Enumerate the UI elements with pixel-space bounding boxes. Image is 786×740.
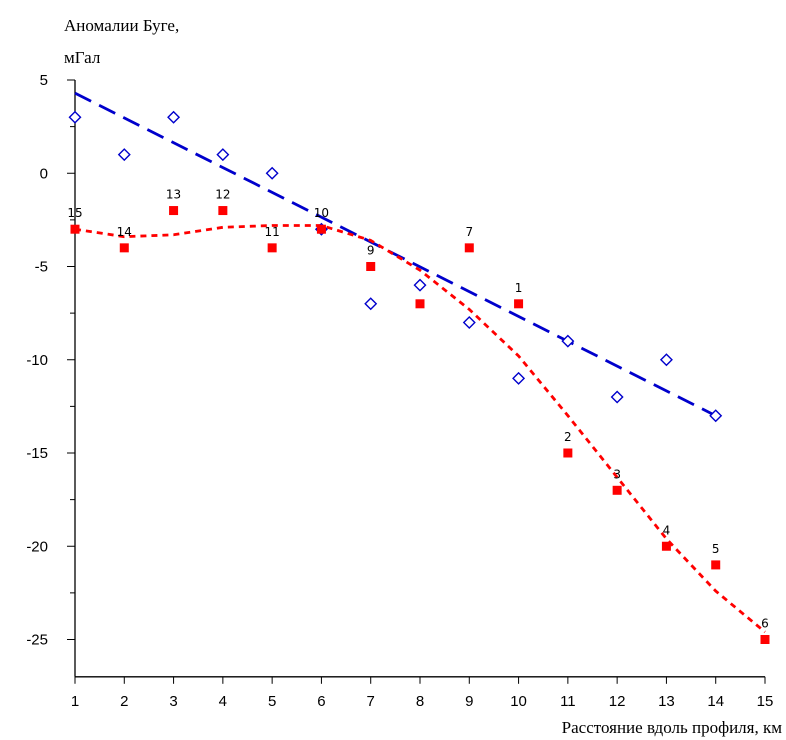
- point-label: 13: [166, 188, 181, 202]
- point-label: 10: [314, 206, 329, 220]
- red-trend-line: [74, 224, 766, 634]
- blue-diamond-point: [413, 278, 427, 292]
- y-tick-label: 5: [40, 72, 48, 89]
- y-axis-title-line-2: мГал: [64, 48, 101, 67]
- x-tick-label: 4: [219, 693, 227, 710]
- point-label: 1: [515, 281, 523, 295]
- blue-diamond-point: [68, 110, 82, 124]
- point-label: 3: [613, 467, 621, 481]
- blue-diamond-point: [117, 148, 131, 162]
- x-axis-title: Расстояние вдоль профиля, км: [561, 718, 782, 737]
- y-axis-title-line-1: Аномалии Буге,: [64, 16, 180, 35]
- x-tick-label: 13: [658, 693, 675, 710]
- x-tick-label: 8: [416, 693, 424, 710]
- x-tick-label: 15: [757, 693, 774, 710]
- blue-trend-line: [74, 91, 717, 417]
- blue-diamond-point: [364, 297, 378, 311]
- point-label: 6: [761, 617, 769, 631]
- x-tick-label: 7: [367, 693, 375, 710]
- x-tick-label: 1: [71, 693, 79, 710]
- y-tick-label: -5: [35, 259, 48, 276]
- point-label: 14: [117, 225, 132, 239]
- y-tick-label: -20: [26, 538, 48, 555]
- blue-diamond-point: [167, 110, 181, 124]
- red-square-point: [218, 206, 228, 216]
- red-square-point: [711, 560, 721, 570]
- blue-diamond-point: [512, 371, 526, 385]
- point-label: 9: [367, 244, 375, 258]
- x-tick-label: 3: [169, 693, 177, 710]
- red-square-point: [661, 541, 671, 551]
- red-square-point: [514, 299, 524, 309]
- blue-diamond-point: [610, 390, 624, 404]
- red-square-point: [612, 485, 622, 495]
- red-square-point: [119, 243, 129, 253]
- point-label: 5: [712, 542, 720, 556]
- blue-diamond-point: [216, 148, 230, 162]
- x-tick-label: 5: [268, 693, 276, 710]
- point-label: 12: [215, 188, 230, 202]
- blue-diamond-point: [659, 353, 673, 367]
- red-square-point: [70, 224, 80, 234]
- blue-diamond-point: [265, 166, 279, 180]
- red-square-point: [169, 206, 179, 216]
- x-tick-label: 2: [120, 693, 128, 710]
- point-label: 11: [265, 225, 280, 239]
- point-label: 7: [465, 225, 473, 239]
- blue-diamond-point: [709, 409, 723, 423]
- y-tick-label: -10: [26, 352, 48, 369]
- x-tick-label: 11: [560, 693, 576, 710]
- red-square-point: [563, 448, 573, 458]
- blue-diamond-point: [462, 315, 476, 329]
- x-tick-label: 6: [317, 693, 325, 710]
- x-tick-label: 14: [707, 693, 724, 710]
- red-square-point: [267, 243, 277, 253]
- x-tick-label: 12: [609, 693, 626, 710]
- x-tick-label: 10: [510, 693, 527, 710]
- point-label: 2: [564, 430, 572, 444]
- red-square-point: [366, 262, 376, 271]
- point-label: 4: [663, 523, 671, 537]
- y-tick-label: 0: [40, 165, 48, 182]
- red-square-point: [760, 635, 770, 644]
- y-tick-label: -15: [26, 445, 48, 462]
- point-label: 15: [67, 206, 82, 220]
- blue-diamond-point: [561, 334, 575, 348]
- red-square-point: [464, 243, 474, 253]
- red-square-point: [316, 224, 326, 234]
- y-tick-label: -25: [26, 632, 48, 649]
- x-tick-label: 9: [465, 693, 473, 710]
- red-square-point: [415, 299, 425, 309]
